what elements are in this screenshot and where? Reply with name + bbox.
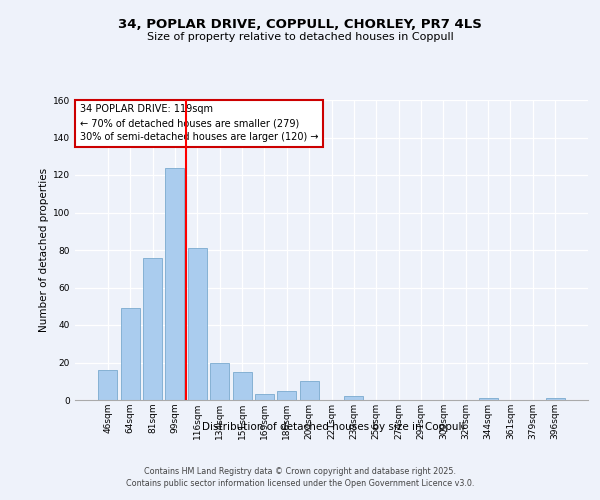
Bar — [479, 398, 497, 400]
Text: 34 POPLAR DRIVE: 119sqm
← 70% of detached houses are smaller (279)
30% of semi-d: 34 POPLAR DRIVE: 119sqm ← 70% of detache… — [80, 104, 319, 142]
Y-axis label: Number of detached properties: Number of detached properties — [39, 168, 49, 332]
Text: Contains HM Land Registry data © Crown copyright and database right 2025.: Contains HM Land Registry data © Crown c… — [144, 468, 456, 476]
Bar — [233, 372, 251, 400]
Bar — [166, 168, 184, 400]
Text: Contains public sector information licensed under the Open Government Licence v3: Contains public sector information licen… — [126, 479, 474, 488]
Bar — [277, 390, 296, 400]
Text: Distribution of detached houses by size in Coppull: Distribution of detached houses by size … — [202, 422, 464, 432]
Bar — [545, 398, 565, 400]
Bar — [143, 258, 162, 400]
Bar — [299, 381, 319, 400]
Bar — [210, 362, 229, 400]
Bar — [188, 248, 207, 400]
Bar — [255, 394, 274, 400]
Bar — [98, 370, 118, 400]
Text: Size of property relative to detached houses in Coppull: Size of property relative to detached ho… — [146, 32, 454, 42]
Text: 34, POPLAR DRIVE, COPPULL, CHORLEY, PR7 4LS: 34, POPLAR DRIVE, COPPULL, CHORLEY, PR7 … — [118, 18, 482, 30]
Bar — [121, 308, 140, 400]
Bar — [344, 396, 364, 400]
